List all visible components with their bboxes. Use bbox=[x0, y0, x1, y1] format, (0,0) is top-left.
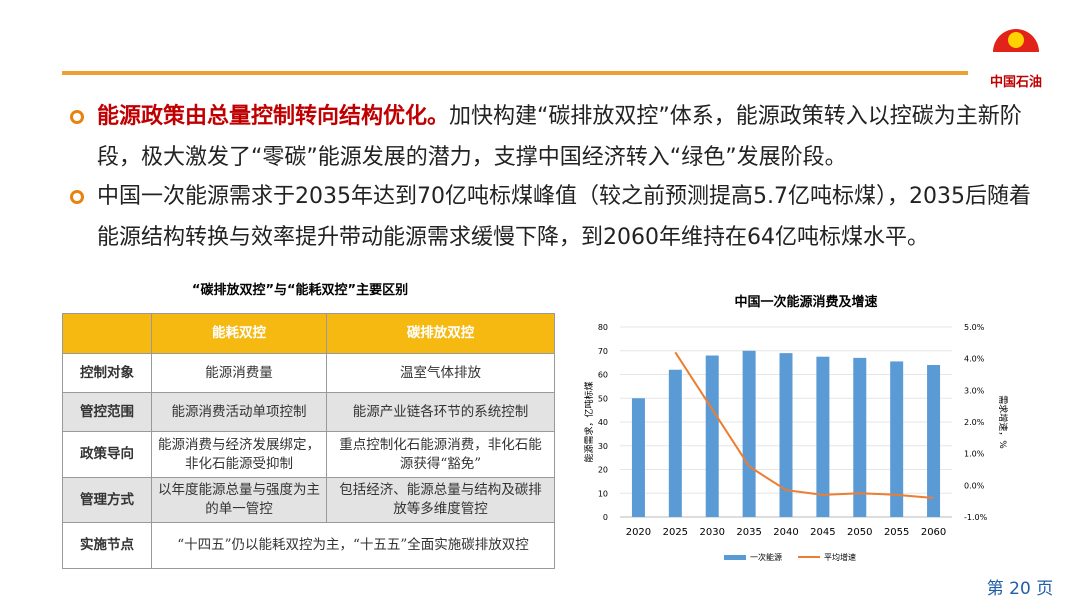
row: 管理方式 以年度能源总量与强度为主的单一管控 包括经济、能源总量与结构及碳排放等多维… bbox=[62, 477, 555, 523]
line bbox=[674, 351, 934, 499]
y-tick-label: 30 bbox=[598, 442, 608, 451]
cell: 管控范围 bbox=[62, 392, 152, 432]
bar bbox=[927, 365, 941, 517]
x-tick-label: 2055 bbox=[884, 527, 909, 538]
x-tick-label: 2030 bbox=[699, 527, 724, 538]
x-tick-label: 2035 bbox=[736, 527, 761, 538]
bar bbox=[816, 356, 830, 517]
legend-swatch bbox=[724, 555, 746, 560]
y-tick-label: 10 bbox=[598, 489, 608, 498]
cell: 能源消费与经济发展绑定，非化石能源受抑制 bbox=[151, 431, 327, 478]
header-cell: 碳排放双控 bbox=[326, 313, 555, 354]
cell: 能源消费活动单项控制 bbox=[151, 392, 327, 432]
x-tick-label: 2025 bbox=[663, 527, 688, 538]
bullet-icon bbox=[70, 110, 84, 124]
cell: 重点控制化石能源消费，非化石能源获得“豁免” bbox=[326, 431, 555, 478]
y-tick-label: 40 bbox=[598, 418, 608, 427]
x-tick-label: 2060 bbox=[921, 527, 946, 538]
y-tick-label: 50 bbox=[598, 394, 608, 403]
y-tick-label: 70 bbox=[598, 347, 608, 356]
header-cell: 能耗双控 bbox=[151, 313, 327, 354]
x-tick-label: 2045 bbox=[810, 527, 835, 538]
row: 控制对象 能源消费量 温室气体排放 bbox=[62, 353, 555, 393]
bar bbox=[853, 357, 867, 517]
bar bbox=[631, 398, 645, 517]
table: 能耗双控 碳排放双控 控制对象 能源消费量 温室气体排放 管控范围 能源消费活动单项控… bbox=[62, 313, 555, 569]
cell: 包括经济、能源总量与结构及碳排放等多维度管控 bbox=[326, 477, 555, 523]
row: 管控范围 能源消费活动单项控制 能源产业链各环节的系统控制 bbox=[62, 392, 555, 432]
chart: 中国一次能源消费及增速01020304050607080-1.0%0.0%1.0… bbox=[583, 294, 1009, 562]
cell: 能源产业链各环节的系统控制 bbox=[326, 392, 555, 432]
bullet-text: 加快构建“碳排放双控”体系，能源政策转入以控碳为主新阶段，极大激发了“零碳”能源… bbox=[97, 104, 1022, 170]
header-rule bbox=[62, 71, 968, 75]
cell: 能源消费量 bbox=[151, 353, 327, 393]
y-tick-label: 20 bbox=[598, 466, 608, 475]
bullet-icon bbox=[70, 190, 84, 204]
cell: 政策导向 bbox=[62, 431, 152, 478]
y-tick-label: 0 bbox=[603, 513, 608, 522]
cell: 以年度能源总量与强度为主的单一管控 bbox=[151, 477, 327, 523]
bullet: 中国一次能源需求于2035年达到70亿吨标煤峰值（较之前预测提高5.7亿吨标煤）… bbox=[97, 176, 1032, 258]
x-tick-label: 2020 bbox=[626, 527, 651, 538]
logo bbox=[993, 29, 1039, 52]
table-header: 能耗双控 碳排放双控 bbox=[62, 313, 555, 354]
y2-tick-label: 3.0% bbox=[964, 386, 985, 395]
bar bbox=[890, 361, 904, 517]
cell: “十四五”仍以能耗双控为主，“十五五”全面实施碳排放双控 bbox=[151, 522, 555, 569]
y-tick-label: 80 bbox=[598, 323, 608, 332]
bullet-text: 中国一次能源需求于2035年达到70亿吨标煤峰值（较之前预测提高5.7亿吨标煤）… bbox=[97, 184, 1031, 250]
y-axis-title: 能源需求，亿吨标煤 bbox=[583, 381, 595, 462]
cell: 管理方式 bbox=[62, 477, 152, 523]
cell: 实施节点 bbox=[62, 522, 152, 569]
legend-label: 平均增速 bbox=[824, 552, 856, 562]
x-tick-label: 2040 bbox=[773, 527, 798, 538]
page-number: 第 20 页 bbox=[987, 579, 1053, 599]
y2-axis-title: 需求增速，% bbox=[997, 395, 1009, 449]
y-tick-label: 60 bbox=[598, 371, 608, 380]
cell: 控制对象 bbox=[62, 353, 152, 393]
bar bbox=[705, 355, 719, 517]
row: 政策导向 能源消费与经济发展绑定，非化石能源受抑制 重点控制化石能源消费，非化石能源… bbox=[62, 431, 555, 478]
table-title: “碳排放双控”与“能耗双控”主要区别 bbox=[192, 282, 408, 298]
y2-tick-label: -1.0% bbox=[964, 513, 988, 522]
y2-tick-label: 5.0% bbox=[964, 323, 985, 332]
row: 实施节点 “十四五”仍以能耗双控为主，“十五五”全面实施碳排放双控 bbox=[62, 522, 555, 569]
bar bbox=[742, 350, 756, 517]
logo-text: 中国石油 bbox=[990, 74, 1042, 90]
cell: 温室气体排放 bbox=[326, 353, 555, 393]
bar bbox=[668, 369, 682, 517]
chart-title: 中国一次能源消费及增速 bbox=[734, 294, 877, 310]
x-tick-label: 2050 bbox=[847, 527, 872, 538]
y2-tick-label: 1.0% bbox=[964, 450, 985, 459]
y2-tick-label: 0.0% bbox=[964, 481, 985, 490]
y2-tick-label: 2.0% bbox=[964, 418, 985, 427]
bullet: 能源政策由总量控制转向结构优化。加快构建“碳排放双控”体系，能源政策转入以控碳为… bbox=[97, 96, 1032, 178]
legend-label: 一次能源 bbox=[750, 552, 782, 562]
bullet-bold: 能源政策由总量控制转向结构优化。 bbox=[97, 104, 450, 129]
y2-tick-label: 4.0% bbox=[964, 355, 985, 364]
bar bbox=[779, 353, 793, 517]
